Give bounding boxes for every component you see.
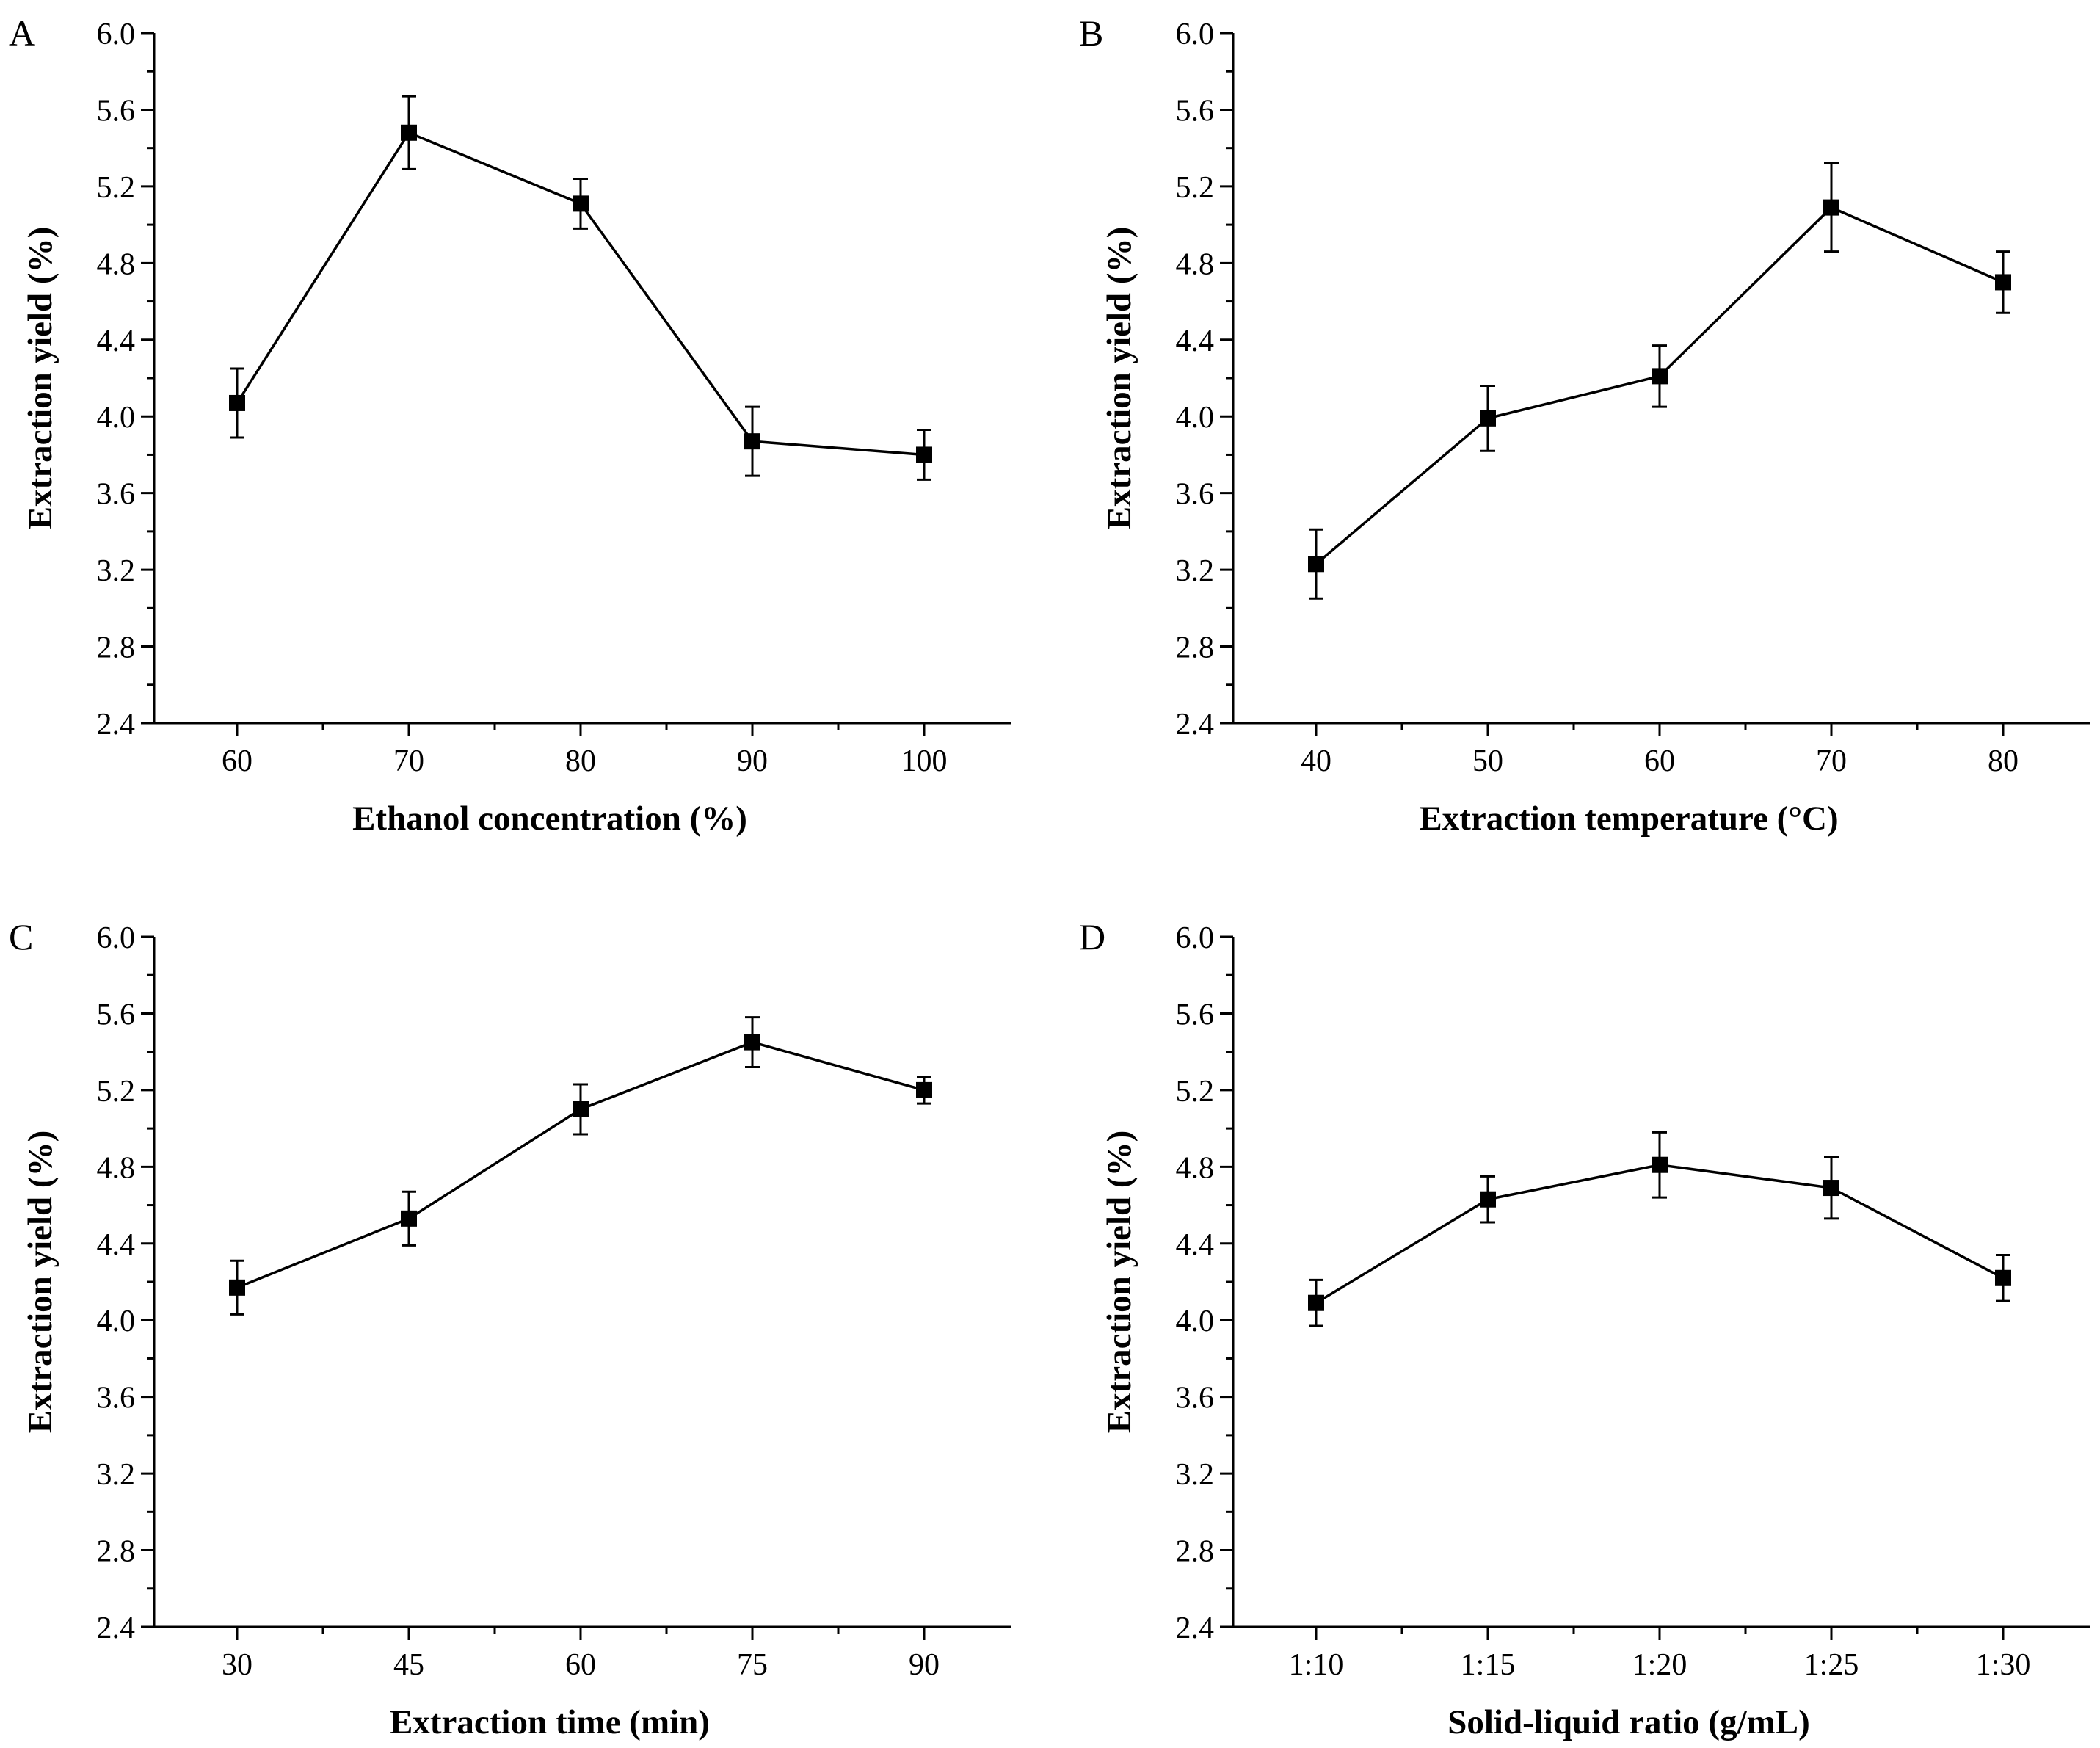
x-tick-label: 30: [222, 1648, 252, 1682]
x-tick-label: 80: [1988, 744, 2019, 778]
x-tick-label: 1:10: [1289, 1648, 1344, 1682]
panel-letter: C: [9, 916, 33, 957]
data-point-marker: [1652, 1156, 1668, 1173]
x-tick-label: 50: [1472, 744, 1503, 778]
data-point-marker: [1308, 556, 1324, 573]
data-point-marker: [229, 1279, 245, 1296]
x-axis-title: Extraction time (min): [390, 1703, 710, 1741]
data-point-marker: [1823, 199, 1839, 216]
y-axis-title: Extraction yield (%): [21, 227, 59, 530]
panel-b: B 2.4 2.8 3.2 3.6 4.0 4.4 4.8 5.2 5.6 6.0 40 50 60 70 8…: [1079, 12, 2090, 838]
y-tick-label: 3.2: [1176, 554, 1215, 588]
y-tick-label: 5.6: [1176, 94, 1215, 128]
data-point-marker: [744, 433, 760, 450]
y-tick-label: 4.0: [1176, 401, 1215, 435]
y-tick-label: 4.0: [97, 401, 136, 435]
y-tick-label: 2.8: [1176, 631, 1215, 665]
data-point-marker: [1480, 410, 1496, 427]
x-tick-label: 1:15: [1461, 1648, 1516, 1682]
x-tick-label: 75: [737, 1648, 768, 1682]
data-point-marker: [401, 1210, 417, 1227]
y-tick-label: 5.6: [97, 94, 136, 128]
panel-a: A 2.4 2.8 3.2 3.6 4.0 4.4 4.8 5.2 5.6 6.0 60 70 80 90 1…: [9, 12, 1011, 838]
y-tick-label: 4.4: [1176, 324, 1215, 358]
data-point-marker: [744, 1034, 760, 1051]
y-tick-label: 2.8: [97, 631, 136, 665]
y-tick-label: 2.4: [97, 1611, 136, 1645]
x-tick-label: 100: [901, 744, 948, 778]
panel-letter: D: [1079, 916, 1105, 957]
y-tick-label: 4.8: [1176, 1151, 1215, 1185]
data-point-marker: [1480, 1191, 1496, 1208]
y-tick-label: 3.2: [97, 1458, 136, 1492]
x-tick-label: 60: [222, 744, 252, 778]
y-tick-label: 6.0: [97, 921, 136, 955]
y-axis-title: Extraction yield (%): [21, 1131, 59, 1434]
x-tick-label: 1:30: [1976, 1648, 2031, 1682]
y-tick-label: 3.6: [1176, 1382, 1215, 1415]
x-tick-label: 45: [393, 1648, 424, 1682]
y-tick-label: 4.0: [97, 1305, 136, 1338]
x-axis-title: Extraction temperature (°C): [1419, 799, 1838, 838]
y-tick-label: 3.6: [97, 1382, 136, 1415]
y-tick-label: 4.8: [97, 1151, 136, 1185]
y-tick-label: 2.8: [97, 1535, 136, 1569]
data-point-marker: [1823, 1180, 1839, 1197]
y-tick-label: 3.2: [97, 554, 136, 588]
data-point-marker: [229, 394, 245, 411]
data-point-marker: [1995, 274, 2011, 291]
x-tick-label: 40: [1301, 744, 1331, 778]
series-line: [236, 1040, 925, 1289]
data-point-marker: [916, 1081, 932, 1098]
y-axis-title: Extraction yield (%): [1100, 1131, 1138, 1434]
x-tick-label: 80: [565, 744, 596, 778]
panel-d: D 2.4 2.8 3.2 3.6 4.0 4.4 4.8 5.2 5.6 6.0 1:10 1:15 1…: [1079, 916, 2090, 1741]
x-axis-title: Ethanol concentration (%): [352, 799, 747, 838]
y-tick-label: 6.0: [1176, 921, 1215, 955]
x-tick-label: 70: [1816, 744, 1847, 778]
data-point-marker: [1995, 1269, 2011, 1286]
x-tick-label: 60: [1644, 744, 1675, 778]
y-tick-label: 5.2: [1176, 1075, 1215, 1109]
y-tick-label: 6.0: [1176, 18, 1215, 51]
x-tick-label: 90: [737, 744, 768, 778]
data-point-marker: [1308, 1294, 1324, 1311]
y-axis-title: Extraction yield (%): [1100, 227, 1138, 530]
data-point-marker: [401, 124, 417, 141]
y-tick-label: 2.4: [1176, 708, 1215, 741]
y-tick-label: 3.6: [97, 478, 136, 512]
y-tick-label: 4.0: [1176, 1305, 1215, 1338]
y-tick-label: 3.2: [1176, 1458, 1215, 1492]
x-tick-label: 60: [565, 1648, 596, 1682]
x-tick-label: 1:25: [1804, 1648, 1859, 1682]
y-tick-label: 2.4: [1176, 1611, 1215, 1645]
x-tick-label: 70: [393, 744, 424, 778]
y-tick-label: 4.4: [97, 324, 136, 358]
panel-c: C 2.4 2.8 3.2 3.6 4.0 4.4 4.8 5.2 5.6 6.0 30 45 60 75 9…: [9, 916, 1011, 1741]
x-axis-title: Solid-liquid ratio (g/mL): [1447, 1703, 1810, 1741]
x-tick-label: 90: [909, 1648, 940, 1682]
y-tick-label: 5.6: [1176, 998, 1215, 1031]
x-tick-label: 1:20: [1632, 1648, 1687, 1682]
y-tick-label: 5.2: [97, 171, 136, 205]
y-tick-label: 6.0: [97, 18, 136, 51]
panel-letter: B: [1079, 12, 1103, 54]
y-tick-label: 2.4: [97, 708, 136, 741]
data-point-marker: [1652, 368, 1668, 385]
y-tick-label: 5.2: [1176, 171, 1215, 205]
y-tick-label: 4.4: [97, 1228, 136, 1262]
y-tick-label: 4.8: [97, 247, 136, 281]
y-tick-label: 4.8: [1176, 247, 1215, 281]
y-tick-label: 4.4: [1176, 1228, 1215, 1262]
data-point-marker: [916, 446, 932, 463]
panel-letter: A: [9, 12, 35, 54]
y-tick-label: 5.2: [97, 1075, 136, 1109]
data-point-marker: [573, 1101, 589, 1117]
data-point-marker: [573, 195, 589, 212]
y-tick-label: 3.6: [1176, 478, 1215, 512]
y-tick-label: 2.8: [1176, 1535, 1215, 1569]
y-tick-label: 5.6: [97, 998, 136, 1031]
